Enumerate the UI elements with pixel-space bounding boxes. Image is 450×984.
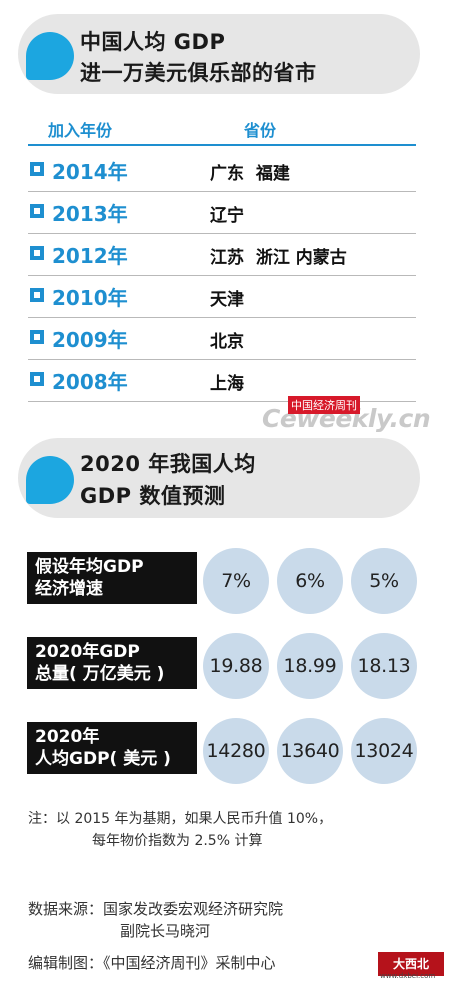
forecast-row-label: 假设年均GDP 经济增速	[27, 552, 197, 604]
square-bullet-icon	[30, 288, 44, 302]
forecast-title-line1: 2020 年我国人均	[80, 452, 256, 476]
forecast-row-label: 2020年 人均GDP( 美元 )	[27, 722, 197, 774]
source-line1: 数据来源：国家发改委宏观经济研究院	[28, 900, 284, 918]
table-row: 2010年 天津	[28, 276, 416, 318]
forecast-value-circle: 18.99	[277, 633, 343, 699]
row-divider	[28, 401, 416, 402]
join-year: 2013年	[52, 202, 128, 226]
forecast-value-circle: 18.13	[351, 633, 417, 699]
forecast-row-label: 2020年GDP 总量( 万亿美元 )	[27, 637, 197, 689]
forecast-label-line1: 2020年GDP	[35, 642, 140, 662]
square-bullet-icon	[30, 372, 44, 386]
table-row: 2014年 广东 福建	[28, 150, 416, 192]
forecast-value-circle: 7%	[203, 548, 269, 614]
forecast-label-line2: 人均GDP( 美元 )	[35, 749, 171, 769]
join-year: 2010年	[52, 286, 128, 310]
forecast-value-circle: 14280	[203, 718, 269, 784]
forecast-value-circle: 13640	[277, 718, 343, 784]
table-row: 2013年 辽宁	[28, 192, 416, 234]
row-divider	[28, 275, 416, 276]
square-bullet-icon	[30, 204, 44, 218]
square-bullet-icon	[30, 330, 44, 344]
forecast-value-circle: 5%	[351, 548, 417, 614]
column-header-province: 省份	[244, 121, 277, 140]
forecast-value-circle: 6%	[277, 548, 343, 614]
province-names: 上海	[210, 374, 244, 394]
speech-bubble-icon	[26, 456, 74, 504]
province-names: 天津	[210, 290, 244, 310]
speech-bubble-icon	[26, 32, 74, 80]
province-names: 江苏 浙江 内蒙古	[210, 248, 347, 268]
province-names: 广东 福建	[210, 164, 290, 184]
source-line2: 副院长马晓河	[120, 922, 211, 940]
section-header-provinces: 中国人均 GDP 进一万美元俱乐部的省市	[18, 14, 420, 94]
watermark-box: 中国经济周刊	[288, 396, 360, 414]
note-line2: 每年物价指数为 2.5% 计算	[92, 833, 263, 849]
section-header-forecast: 2020 年我国人均 GDP 数值预测	[18, 438, 420, 518]
note-line1: 注：以 2015 年为基期，如果人民币升值 10%，	[28, 811, 333, 827]
table-row: 2008年 上海	[28, 360, 416, 402]
editor-credit: 编辑制图：《中国经济周刊》采制中心	[28, 954, 276, 972]
row-divider	[28, 233, 416, 234]
forecast-label-line1: 假设年均GDP	[35, 557, 144, 577]
table-header-rule	[28, 144, 416, 146]
forecast-value-circle: 13024	[351, 718, 417, 784]
corner-logo: 大西北	[378, 952, 444, 976]
join-year: 2009年	[52, 328, 128, 352]
header-title-line1: 中国人均 GDP	[80, 30, 226, 54]
square-bullet-icon	[30, 162, 44, 176]
header-title-line2: 进一万美元俱乐部的省市	[80, 61, 317, 85]
row-divider	[28, 359, 416, 360]
square-bullet-icon	[30, 246, 44, 260]
province-names: 北京	[210, 332, 244, 352]
join-year: 2008年	[52, 370, 128, 394]
corner-logo-url: www.dxbei.com	[380, 972, 436, 980]
forecast-value-circle: 19.88	[203, 633, 269, 699]
row-divider	[28, 191, 416, 192]
province-names: 辽宁	[210, 206, 244, 226]
forecast-label-line2: 总量( 万亿美元 )	[35, 664, 165, 684]
column-header-year: 加入年份	[48, 121, 113, 140]
table-row: 2012年 江苏 浙江 内蒙古	[28, 234, 416, 276]
forecast-label-line1: 2020年	[35, 727, 100, 747]
forecast-label-line2: 经济增速	[35, 579, 103, 599]
row-divider	[28, 317, 416, 318]
forecast-title-line2: GDP 数值预测	[80, 484, 226, 508]
join-year: 2012年	[52, 244, 128, 268]
join-year: 2014年	[52, 160, 128, 184]
table-row: 2009年 北京	[28, 318, 416, 360]
